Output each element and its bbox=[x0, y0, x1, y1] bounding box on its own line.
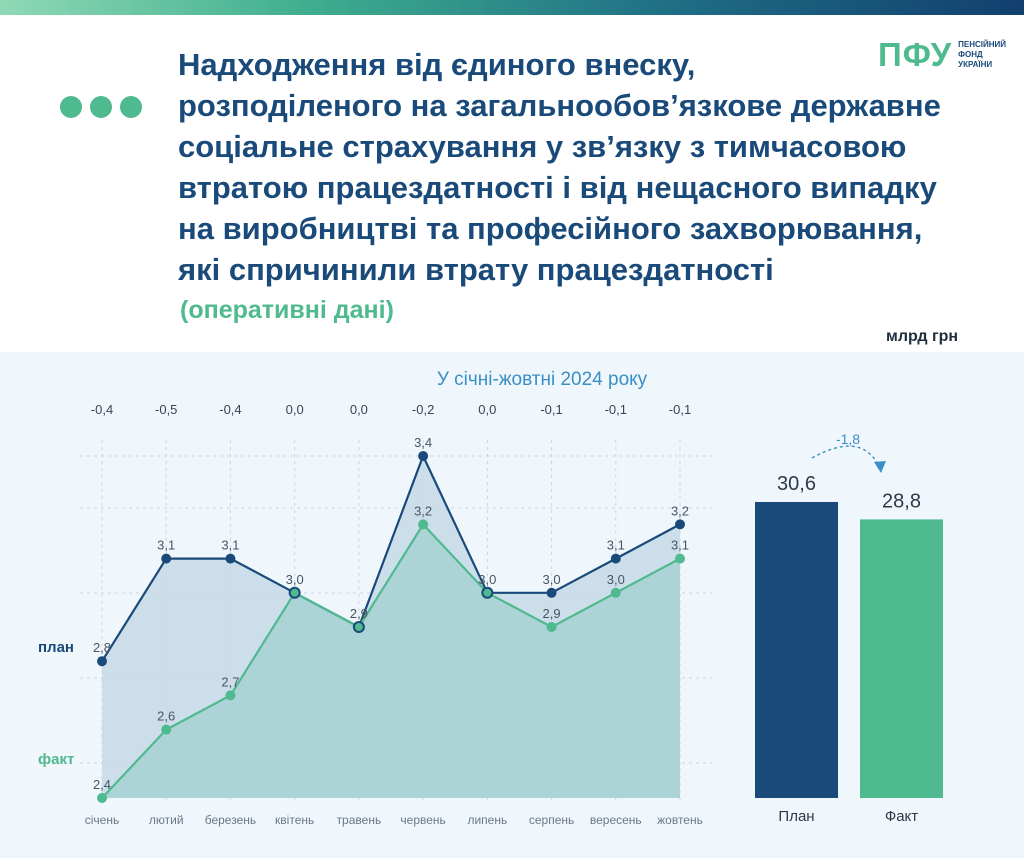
data-point-fact bbox=[161, 724, 172, 735]
data-label-fact: 2,7 bbox=[221, 674, 239, 689]
data-label-plan: 3,1 bbox=[157, 538, 175, 553]
logo-line: ПЕНСІЙНИЙ bbox=[958, 40, 1007, 49]
bar-category-label: Факт bbox=[885, 808, 918, 825]
bar-difference-label: -1,8 bbox=[836, 431, 860, 447]
data-point-plan bbox=[161, 553, 172, 564]
fact-line bbox=[101, 522, 681, 799]
bar-category-label: План bbox=[778, 808, 814, 825]
data-point-plan bbox=[225, 553, 236, 564]
x-tick-label: травень bbox=[337, 813, 382, 827]
data-label-fact: 2,6 bbox=[157, 709, 175, 724]
difference-label: 0,0 bbox=[286, 402, 304, 417]
data-point-fact bbox=[97, 793, 107, 803]
dot-icon bbox=[90, 96, 112, 118]
x-tick-label: квітень bbox=[275, 813, 314, 827]
data-point-fact bbox=[610, 587, 621, 598]
data-point-plan bbox=[675, 519, 685, 530]
data-label-plan: 2,8 bbox=[93, 640, 111, 655]
x-tick-label: березень bbox=[205, 813, 256, 827]
data-point-overlap bbox=[352, 621, 365, 633]
data-point-overlap bbox=[481, 586, 494, 599]
data-point-plan bbox=[610, 553, 621, 564]
logo-mark: ПФУ bbox=[878, 36, 953, 73]
x-tick-label: червень bbox=[400, 813, 445, 827]
data-point-plan bbox=[418, 451, 429, 461]
difference-label: -0,5 bbox=[155, 402, 177, 417]
data-label-fact: 2,9 bbox=[543, 606, 561, 621]
page-title: Надходження від єдиного внеску, розподіл… bbox=[178, 44, 968, 290]
data-label-overlap: 2,9 bbox=[350, 606, 368, 621]
difference-arrow bbox=[811, 445, 881, 469]
difference-label: -0,2 bbox=[412, 402, 434, 417]
data-point-fact bbox=[546, 622, 557, 632]
data-label-plan: 3,1 bbox=[607, 538, 625, 553]
data-label-plan: 3,1 bbox=[221, 538, 239, 553]
data-label-overlap: 3,0 bbox=[286, 572, 304, 587]
decorative-dots bbox=[60, 96, 142, 118]
data-label-plan: 3,2 bbox=[671, 503, 689, 518]
title-line: соціальне страхування у зв’язку з тимчас… bbox=[178, 129, 907, 164]
data-label-fact: 3,2 bbox=[414, 503, 432, 518]
data-point-plan bbox=[97, 656, 107, 667]
x-tick-label: лютий bbox=[149, 813, 184, 827]
data-label-fact: 3,1 bbox=[671, 538, 689, 553]
data-point-fact bbox=[675, 553, 685, 564]
difference-label: 0,0 bbox=[350, 402, 368, 417]
x-tick-label: вересень bbox=[590, 813, 642, 827]
difference-label: -0,1 bbox=[540, 402, 562, 417]
fact-area bbox=[102, 524, 680, 798]
logo-line: ФОНД bbox=[958, 50, 983, 59]
data-label-overlap: 3,0 bbox=[478, 572, 496, 587]
bar-fact bbox=[860, 519, 943, 798]
data-label-fact: 3,0 bbox=[607, 572, 625, 587]
difference-label: 0,0 bbox=[478, 402, 496, 417]
data-point-plan bbox=[546, 587, 557, 598]
bar-plan bbox=[755, 502, 838, 798]
logo-line: УКРАЇНИ bbox=[958, 60, 993, 69]
x-tick-label: серпень bbox=[529, 813, 574, 827]
x-tick-label: жовтень bbox=[657, 813, 703, 827]
difference-label: -0,4 bbox=[219, 402, 241, 417]
chart-title: У січні-жовтні 2024 року bbox=[437, 369, 648, 390]
dot-icon bbox=[60, 96, 82, 118]
logo-text: ПЕНСІЙНИЙ ФОНД УКРАЇНИ bbox=[958, 40, 1006, 70]
data-point-overlap bbox=[288, 586, 301, 599]
unit-label: млрд грн bbox=[886, 328, 959, 345]
difference-label: -0,1 bbox=[669, 402, 691, 417]
data-label-plan: 3,0 bbox=[543, 572, 561, 587]
logo: ПФУ ПЕНСІЙНИЙ ФОНД УКРАЇНИ bbox=[878, 36, 1006, 74]
title-line: втратою працездатності і від нещасного в… bbox=[178, 170, 937, 205]
series-label-fact: факт bbox=[38, 751, 74, 768]
series-label-plan: план bbox=[38, 639, 74, 656]
bar-value-label: 30,6 bbox=[777, 473, 816, 495]
x-tick-label: січень bbox=[85, 813, 119, 827]
page-subtitle: (оперативні дані) bbox=[180, 296, 394, 324]
title-line: які спричинили втрату працездатності bbox=[178, 252, 774, 287]
difference-label: -0,4 bbox=[91, 402, 113, 417]
data-label-fact: 2,4 bbox=[93, 777, 111, 792]
bar-value-label: 28,8 bbox=[882, 490, 921, 512]
title-line: на виробництві та професійного захворюва… bbox=[178, 211, 923, 246]
data-point-fact bbox=[225, 690, 236, 701]
plan-line bbox=[101, 453, 681, 662]
data-point-fact bbox=[418, 519, 429, 530]
title-line: розподіленого на загальнообов’язкове дер… bbox=[178, 88, 941, 123]
top-gradient-bar bbox=[0, 0, 1024, 15]
data-label-plan: 3,4 bbox=[414, 435, 432, 450]
title-line: Надходження від єдиного внеску, bbox=[178, 47, 696, 82]
arrowhead-icon bbox=[874, 461, 886, 473]
dot-icon bbox=[120, 96, 142, 118]
difference-label: -0,1 bbox=[605, 402, 627, 417]
x-tick-label: липень bbox=[467, 813, 507, 827]
